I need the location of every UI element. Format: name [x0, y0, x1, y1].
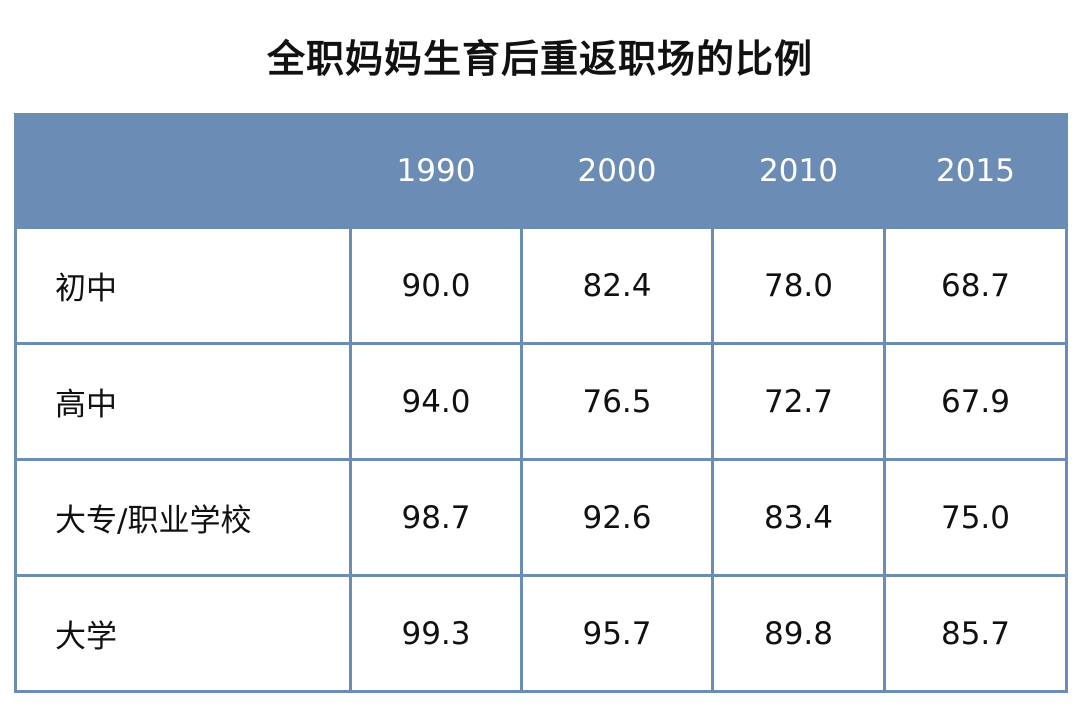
table-row: 大专/职业学校 98.7 92.6 83.4 75.0 [14, 458, 1068, 577]
table-cell: 78.0 [711, 226, 886, 345]
header-cell-year: 2015 [883, 113, 1068, 229]
table-cell: 95.7 [520, 574, 714, 693]
chart-title: 全职妈妈生育后重返职场的比例 [266, 37, 813, 81]
table-cell: 85.7 [883, 574, 1068, 693]
table-cell: 67.9 [883, 342, 1068, 461]
table-cell: 72.7 [711, 342, 886, 461]
table-row: 大学 99.3 95.7 89.8 85.7 [14, 574, 1068, 693]
table-cell: 98.7 [349, 458, 523, 577]
header-cell-year: 2000 [520, 113, 714, 229]
row-label: 高中 [14, 342, 352, 461]
data-table: 1990 2000 2010 2015 初中 90.0 82.4 78.0 68… [14, 113, 1068, 693]
header-cell-year: 1990 [349, 113, 523, 229]
row-label: 大学 [14, 574, 352, 693]
header-cell-corner [14, 113, 352, 229]
table-cell: 82.4 [520, 226, 714, 345]
table-row: 初中 90.0 82.4 78.0 68.7 [14, 226, 1068, 345]
table-cell: 83.4 [711, 458, 886, 577]
row-label: 大专/职业学校 [14, 458, 352, 577]
table-row: 高中 94.0 76.5 72.7 67.9 [14, 342, 1068, 461]
table-cell: 76.5 [520, 342, 714, 461]
table-cell: 89.8 [711, 574, 886, 693]
table-cell: 90.0 [349, 226, 523, 345]
table-cell: 99.3 [349, 574, 523, 693]
table-cell: 68.7 [883, 226, 1068, 345]
header-row: 1990 2000 2010 2015 [14, 113, 1068, 229]
table-cell: 92.6 [520, 458, 714, 577]
header-cell-year: 2010 [711, 113, 886, 229]
table-cell: 94.0 [349, 342, 523, 461]
table-cell: 75.0 [883, 458, 1068, 577]
row-label: 初中 [14, 226, 352, 345]
